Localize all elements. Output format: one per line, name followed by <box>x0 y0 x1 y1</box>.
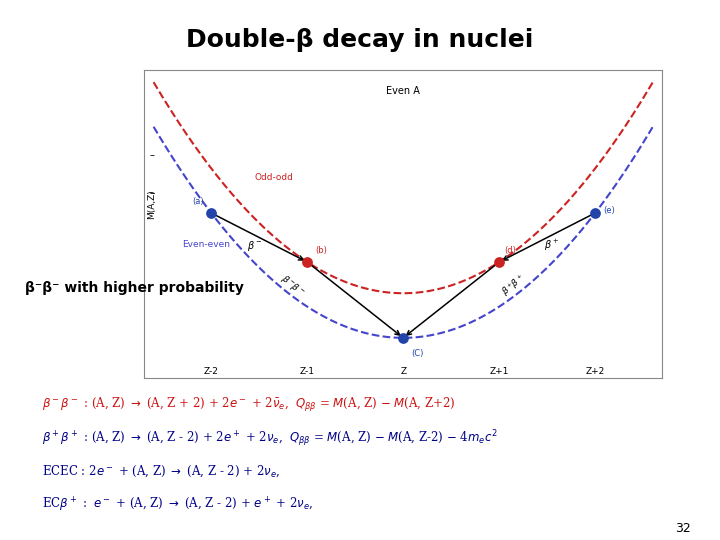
Text: Z+2: Z+2 <box>585 367 605 376</box>
Text: ECEC : 2$e^-$ + (A, Z) $\rightarrow$ (A, Z - 2) + 2$\nu_e$,: ECEC : 2$e^-$ + (A, Z) $\rightarrow$ (A,… <box>42 464 280 480</box>
Text: $\beta^+\beta^+$ : (A, Z) $\rightarrow$ (A, Z - 2) + 2$e^+$ + 2$\nu_e$,  $Q_{\be: $\beta^+\beta^+$ : (A, Z) $\rightarrow$ … <box>42 428 498 449</box>
Text: Even A: Even A <box>386 86 420 96</box>
Text: $\beta^+\!\beta^+$: $\beta^+\!\beta^+$ <box>499 272 528 300</box>
Text: (e): (e) <box>603 206 615 215</box>
Point <box>205 208 217 217</box>
Text: Z-1: Z-1 <box>300 367 315 376</box>
Text: 32: 32 <box>675 522 691 535</box>
Text: (C): (C) <box>411 349 423 358</box>
Text: Z-2: Z-2 <box>204 367 219 376</box>
Text: Odd-odd: Odd-odd <box>254 173 293 182</box>
Text: –: – <box>149 150 154 160</box>
Point <box>590 208 601 217</box>
Text: Z: Z <box>400 367 406 376</box>
Point <box>493 258 505 266</box>
Text: EC$\beta^+$ :  $e^-$ + (A, Z) $\rightarrow$ (A, Z - 2) + $e^+$ + 2$\nu_e$,: EC$\beta^+$ : $e^-$ + (A, Z) $\rightarro… <box>42 496 313 514</box>
Point <box>302 258 313 266</box>
Text: $\beta^-\beta^-$ : (A, Z) $\rightarrow$ (A, Z + 2) + 2$e^-$ + 2$\bar{\nu}_e$,  $: $\beta^-\beta^-$ : (A, Z) $\rightarrow$ … <box>42 396 455 414</box>
Text: β⁻β⁻ with higher probability: β⁻β⁻ with higher probability <box>25 281 244 294</box>
Text: Even-even: Even-even <box>182 240 230 249</box>
Text: $\beta^-$: $\beta^-$ <box>247 239 262 253</box>
Text: (a): (a) <box>192 197 204 206</box>
Text: $\beta^+$: $\beta^+$ <box>544 238 559 253</box>
Text: Double-β decay in nuclei: Double-β decay in nuclei <box>186 29 534 52</box>
Text: $\beta^-\!\beta^-$: $\beta^-\!\beta^-$ <box>278 272 307 300</box>
Text: (b): (b) <box>315 246 327 255</box>
Text: Z+1: Z+1 <box>490 367 509 376</box>
Text: –: – <box>149 188 154 198</box>
Text: M(A,Z): M(A,Z) <box>147 189 156 219</box>
Text: (d): (d) <box>504 246 516 255</box>
Point <box>397 334 409 342</box>
